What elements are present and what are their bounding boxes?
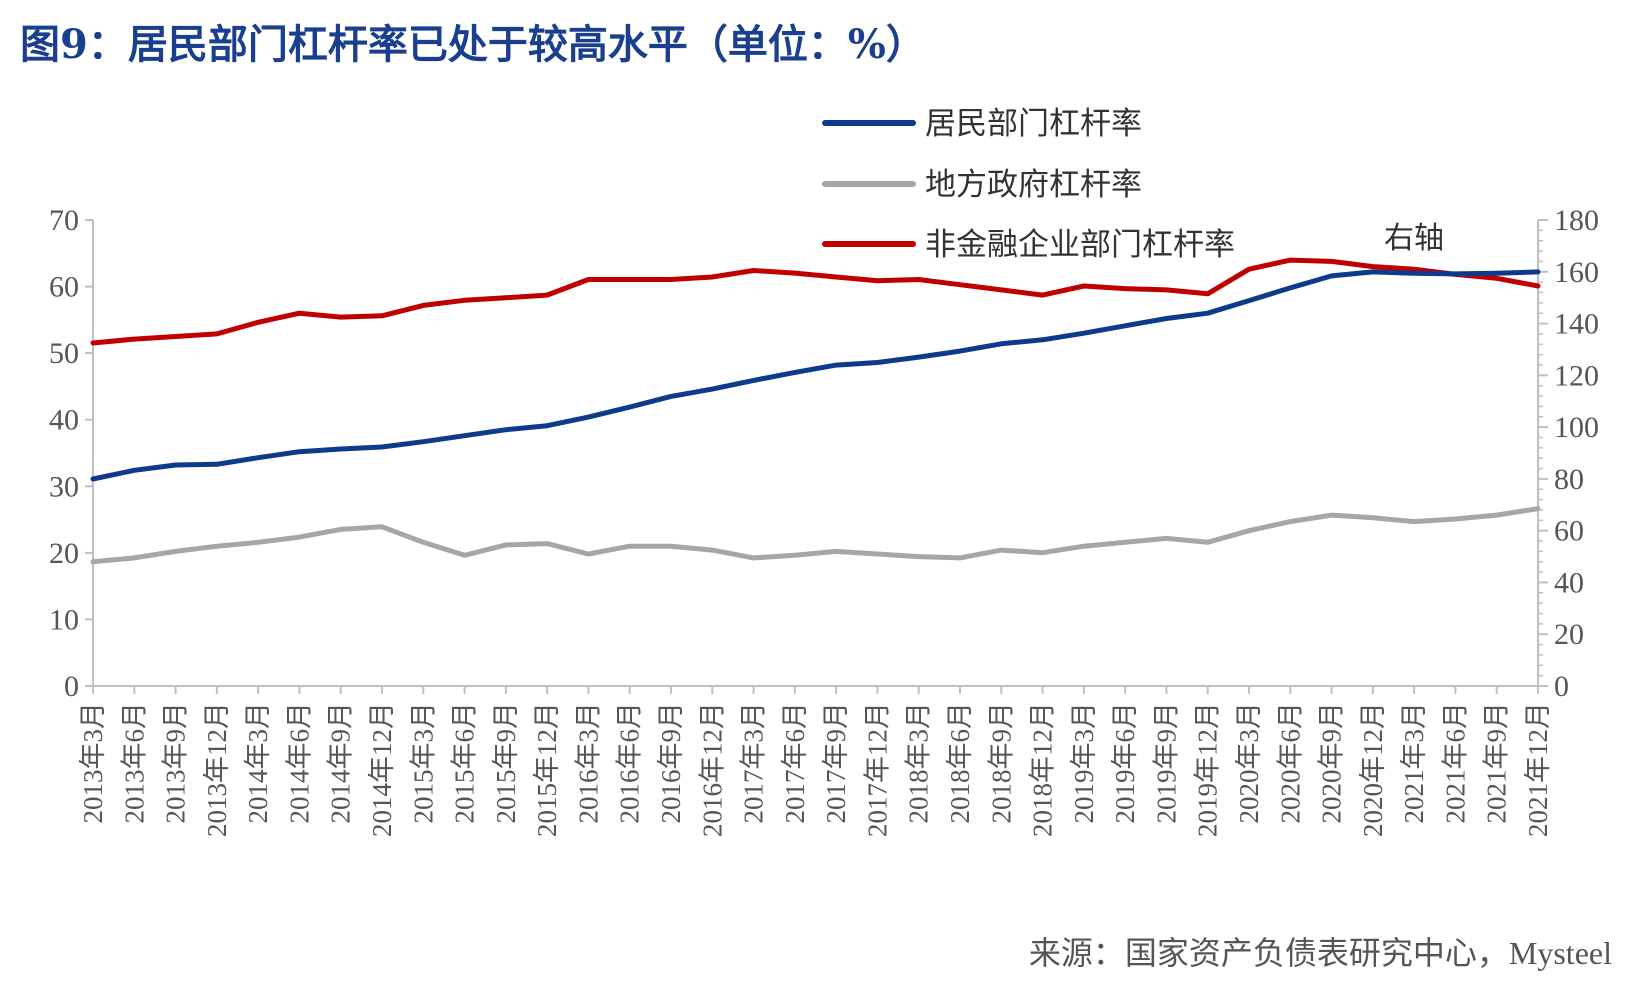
x-tick-label: 2016年9月	[656, 702, 686, 824]
right-tick-label: 180	[1554, 204, 1599, 237]
left-tick-label: 70	[49, 204, 79, 237]
left-tick-label: 0	[64, 670, 79, 703]
right-tick-label: 40	[1554, 566, 1584, 599]
right-tick-label: 80	[1554, 463, 1584, 496]
x-tick-label: 2014年6月	[284, 702, 314, 824]
series-line-3	[90, 257, 1541, 346]
x-tick-label: 2021年6月	[1440, 702, 1470, 824]
right-tick-label: 120	[1554, 359, 1599, 392]
right-tick-label: 20	[1554, 618, 1584, 651]
x-tick-label: 2014年3月	[243, 702, 273, 824]
x-tick-label: 2016年12月	[697, 702, 727, 837]
left-tick-label: 10	[49, 603, 79, 636]
x-tick-label: 2014年9月	[326, 702, 356, 824]
series-lines	[90, 257, 1541, 565]
x-tick-label: 2019年9月	[1151, 702, 1181, 824]
x-tick-label: 2014年12月	[367, 702, 397, 837]
x-tick-label: 2017年9月	[821, 702, 851, 824]
x-tick-label: 2018年9月	[986, 702, 1016, 824]
legend-label: 居民部门杠杆率	[925, 106, 1142, 142]
x-tick-label: 2020年6月	[1275, 702, 1305, 824]
x-tick-label: 2020年12月	[1358, 702, 1388, 837]
left-tick-label: 40	[49, 404, 79, 437]
x-tick-label: 2015年12月	[532, 702, 562, 837]
chart-title: 图9：居民部门杠杆率已处于较高水平（单位：%）	[20, 21, 926, 68]
x-tick-label: 2013年3月	[78, 702, 108, 824]
x-tick-label: 2016年6月	[615, 702, 645, 824]
x-tick-label: 2017年3月	[739, 702, 769, 824]
axes: 0 10 20 30 40 50 60 70 0 20 40 60 80 100 120 140 160 180 2…	[49, 204, 1599, 837]
x-tick-label: 2017年12月	[862, 702, 892, 837]
x-tick-label: 2021年12月	[1523, 702, 1553, 837]
x-tick-label: 2021年3月	[1399, 702, 1429, 824]
x-tick-label: 2013年12月	[202, 702, 232, 837]
left-tick-label: 60	[49, 271, 79, 304]
right-tick-label: 100	[1554, 411, 1599, 444]
x-tick-label: 2018年3月	[904, 702, 934, 824]
right-tick-label: 140	[1554, 308, 1599, 341]
source-note: 来源：国家资产负债表研究中心，Mysteel	[1028, 935, 1612, 971]
x-tick-label: 2019年6月	[1110, 702, 1140, 824]
series-line-2	[90, 506, 1541, 565]
x-tick-label: 2017年6月	[780, 702, 810, 824]
right-axis-note: 右轴	[1384, 221, 1444, 256]
right-tick-label: 0	[1554, 670, 1569, 703]
left-tick-label: 20	[49, 537, 79, 570]
right-tick-label: 160	[1554, 256, 1599, 289]
x-tick-label: 2013年6月	[119, 702, 149, 824]
x-tick-label: 2020年9月	[1317, 702, 1347, 824]
x-tick-label: 2016年3月	[573, 702, 603, 824]
x-tick-label: 2020年3月	[1234, 702, 1264, 824]
x-tick-label: 2019年12月	[1193, 702, 1223, 837]
legend-label: 非金融企业部门杠杆率	[925, 227, 1235, 263]
left-tick-label: 30	[49, 470, 79, 503]
left-tick-label: 50	[49, 337, 79, 370]
x-tick-label: 2019年3月	[1069, 702, 1099, 824]
x-tick-label: 2015年3月	[408, 702, 438, 824]
x-tick-label: 2018年6月	[945, 702, 975, 824]
right-tick-label: 60	[1554, 515, 1584, 548]
x-tick-label: 2013年9月	[161, 702, 191, 824]
x-tick-label: 2021年9月	[1482, 702, 1512, 824]
x-tick-label: 2015年6月	[450, 702, 480, 824]
series-line-1	[90, 269, 1541, 482]
x-tick-label: 2018年12月	[1028, 702, 1058, 837]
x-tick-label: 2015年9月	[491, 702, 521, 824]
legend-label: 地方政府杠杆率	[925, 167, 1142, 203]
